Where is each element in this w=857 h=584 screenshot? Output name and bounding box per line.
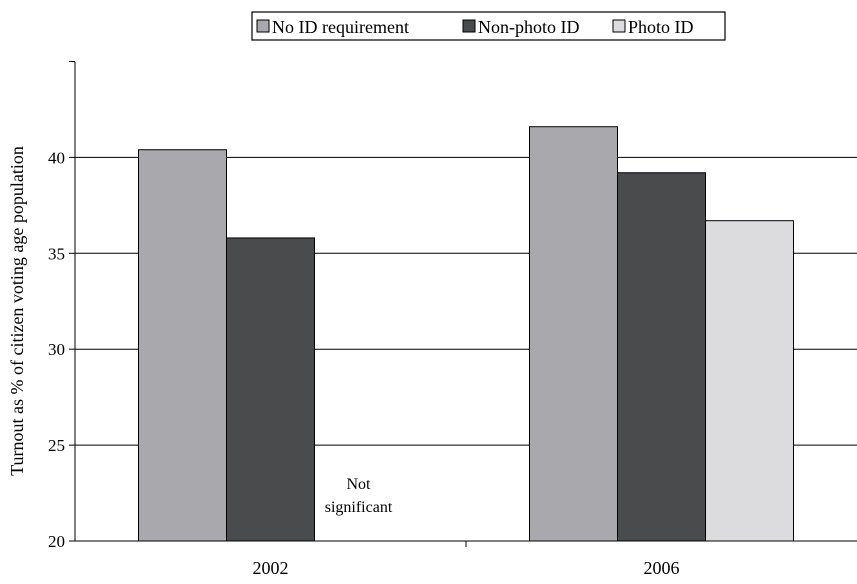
bar-non-photo-id-2006 — [617, 172, 706, 542]
bar-no-id-requirement-2006 — [529, 126, 618, 542]
legend-label: Non-photo ID — [478, 17, 580, 37]
legend-swatch — [256, 19, 270, 33]
annotations: Not significant — [325, 476, 393, 516]
category-labels: 2002 2006 — [253, 558, 680, 578]
category-label-2006: 2006 — [644, 558, 680, 578]
y-tick-label: 35 — [48, 244, 65, 263]
axes — [69, 61, 857, 547]
legend-label: Photo ID — [628, 17, 694, 37]
y-tick-labels: 20 25 30 35 40 — [48, 148, 65, 551]
legend-swatch — [612, 19, 626, 33]
annotation-not-significant: significant — [325, 499, 393, 516]
bar-non-photo-id-2002 — [226, 237, 315, 542]
y-tick-label: 25 — [48, 436, 65, 455]
y-tick-label: 20 — [48, 532, 65, 551]
annotation-not-significant: Not — [347, 476, 372, 493]
bars — [138, 126, 794, 542]
legend: No ID requirement Non-photo ID Photo ID — [251, 11, 726, 41]
legend-frame — [251, 11, 726, 41]
y-axis-title: Turnout as % of citizen voting age popul… — [7, 146, 27, 476]
y-tick-label: 40 — [48, 148, 65, 167]
bar-no-id-requirement-2002 — [138, 149, 227, 542]
bar-photo-id-2006 — [705, 220, 794, 542]
legend-label: No ID requirement — [272, 17, 409, 37]
category-label-2002: 2002 — [253, 558, 289, 578]
y-tick-label: 30 — [48, 340, 65, 359]
legend-swatch — [462, 19, 476, 33]
